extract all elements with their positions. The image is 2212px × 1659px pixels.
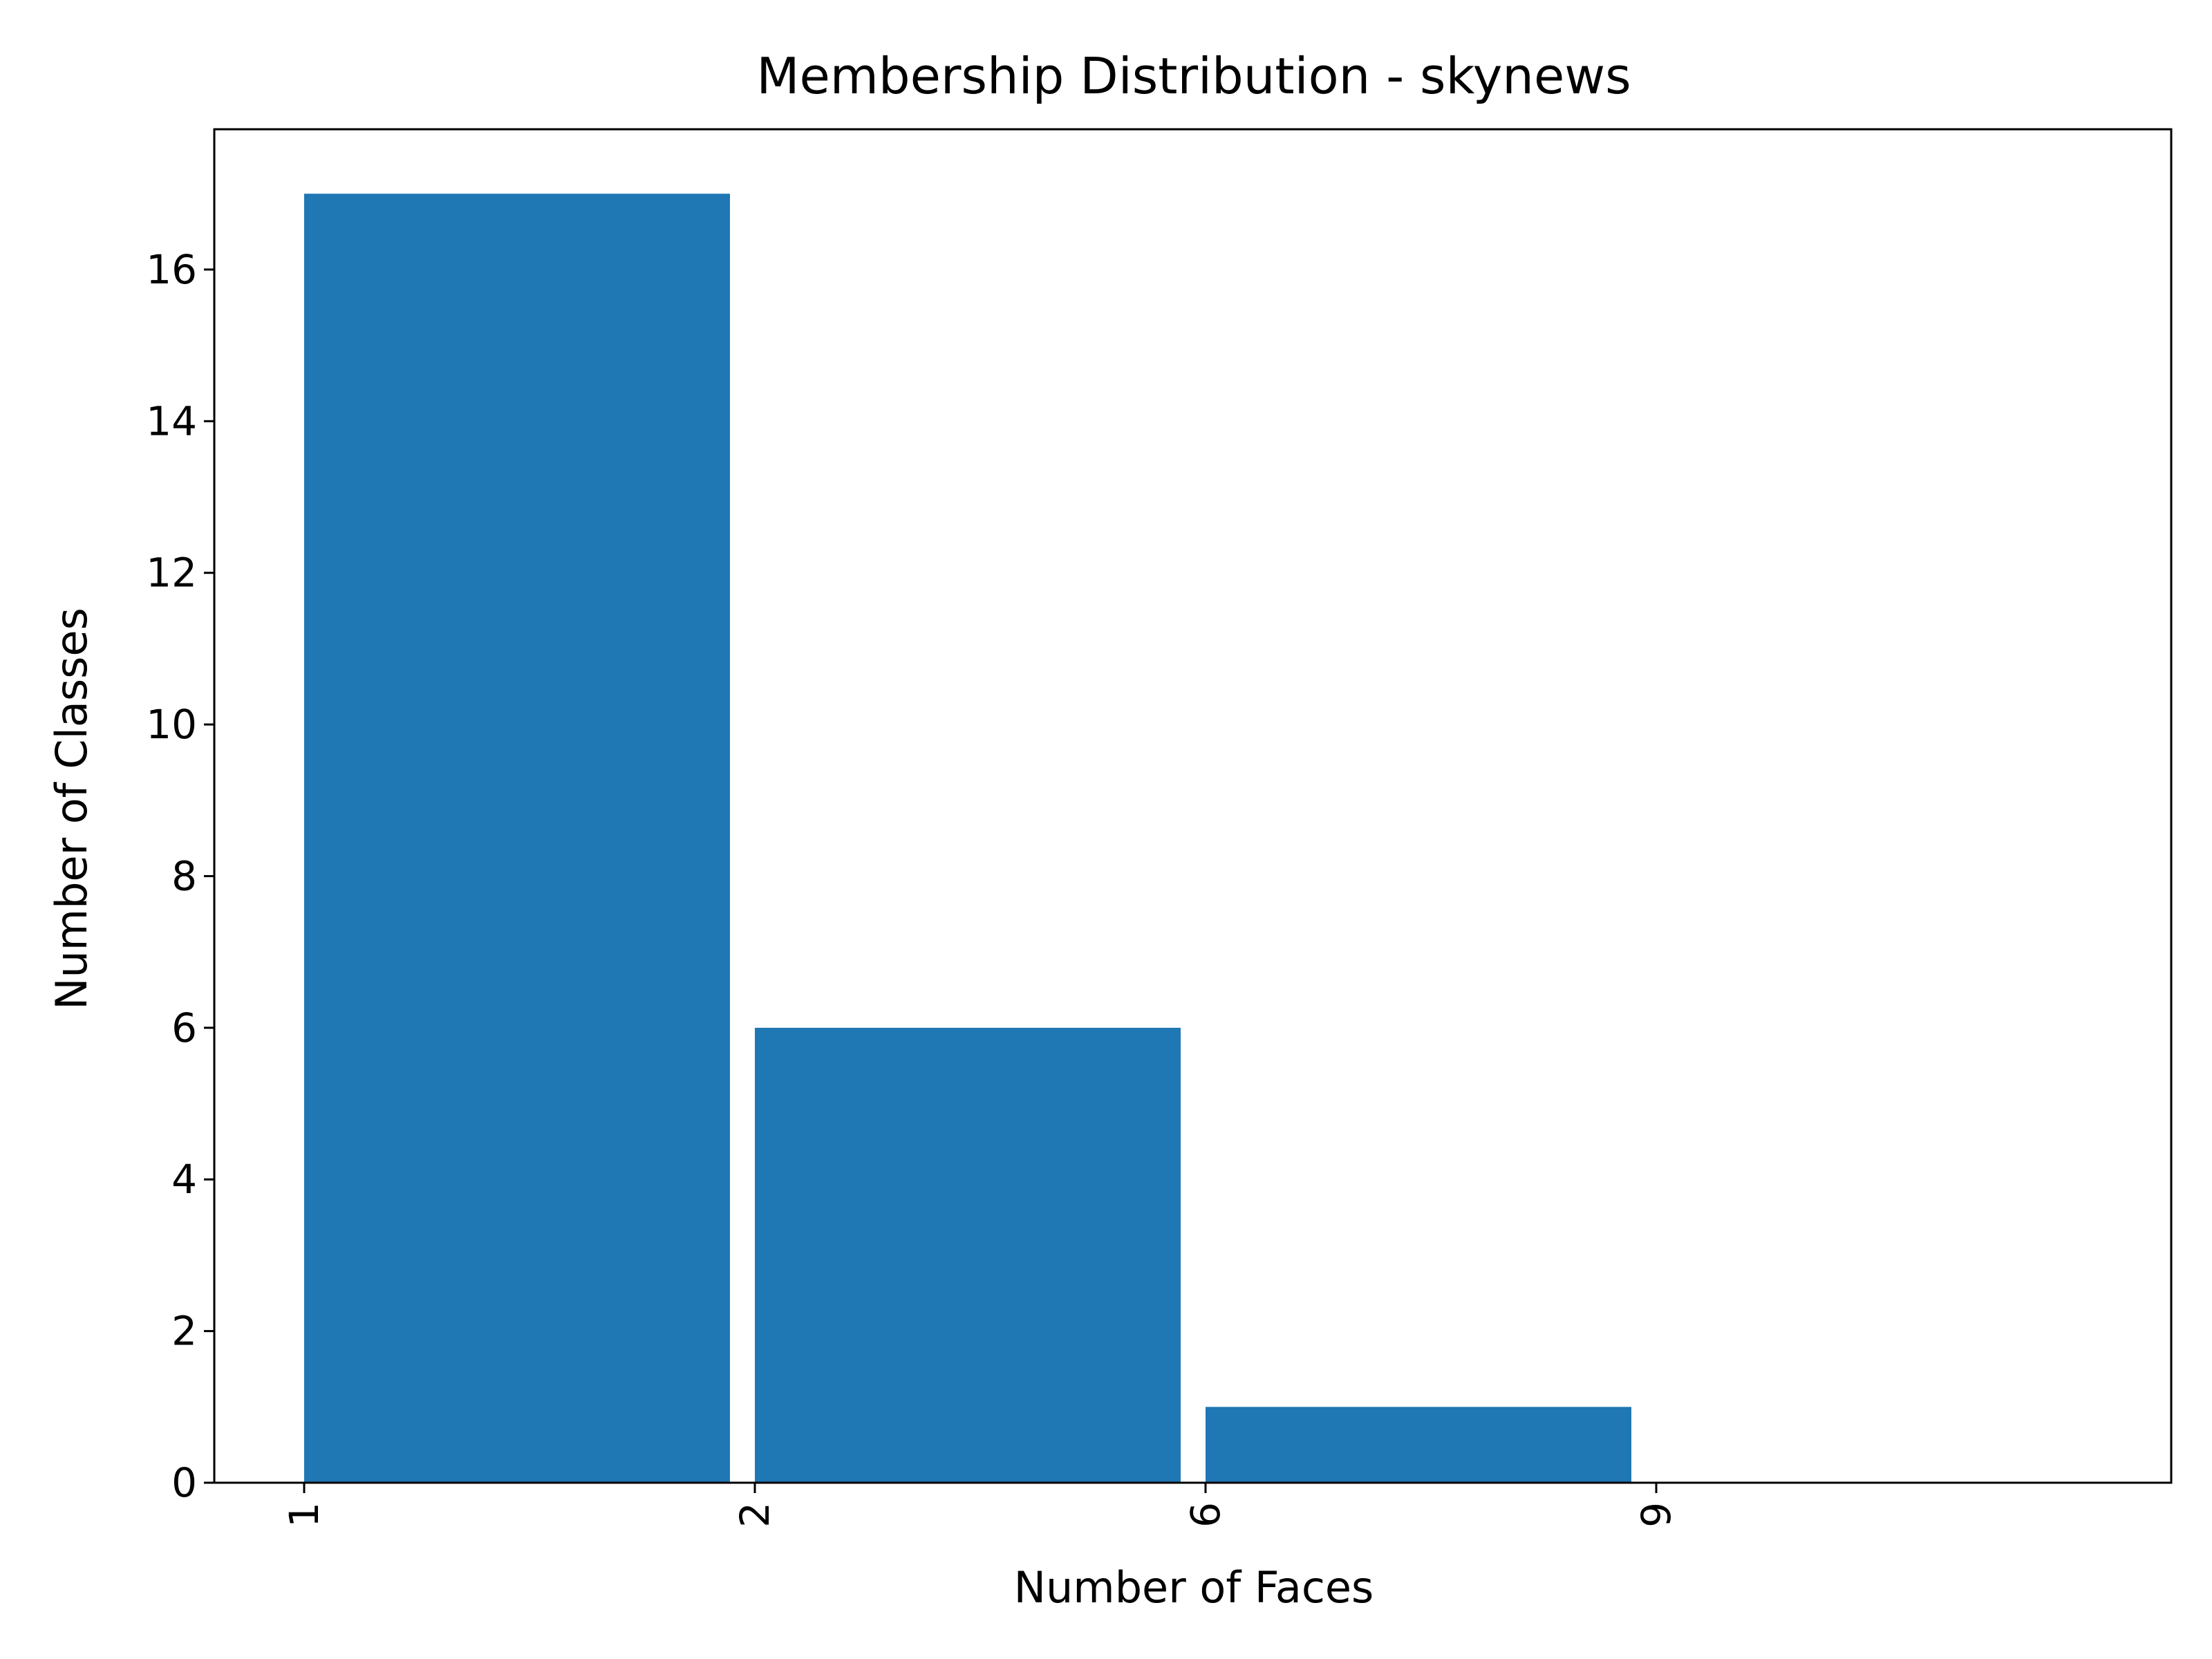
bar-2-6 [755,1027,1181,1483]
y-tick-label-2: 2 [171,1308,197,1355]
y-tick-label-12: 12 [146,550,197,597]
plot-frame [213,128,2173,1484]
y-tick-label-14: 14 [146,397,197,444]
bar-1-2 [304,194,730,1483]
y-tick-label-16: 16 [146,246,197,293]
y-tick-label-6: 6 [171,1004,197,1051]
y-tick-label-0: 0 [171,1459,197,1506]
y-tick-label-4: 4 [171,1156,197,1203]
x-tick-label-2: 6 [1182,1502,1229,1528]
y-tick-label-8: 8 [171,852,197,899]
chart-title: Membership Distribution - skynews [756,47,1631,105]
x-tick-label-0: 1 [281,1502,328,1528]
y-axis-label: Number of Classes [46,608,97,1010]
x-tick-label-3: 9 [1633,1502,1680,1528]
x-tick-label-1: 2 [731,1502,778,1528]
y-tick-label-10: 10 [146,701,197,748]
bar-6-9 [1206,1407,1631,1483]
x-axis-label: Number of Faces [1014,1562,1374,1613]
